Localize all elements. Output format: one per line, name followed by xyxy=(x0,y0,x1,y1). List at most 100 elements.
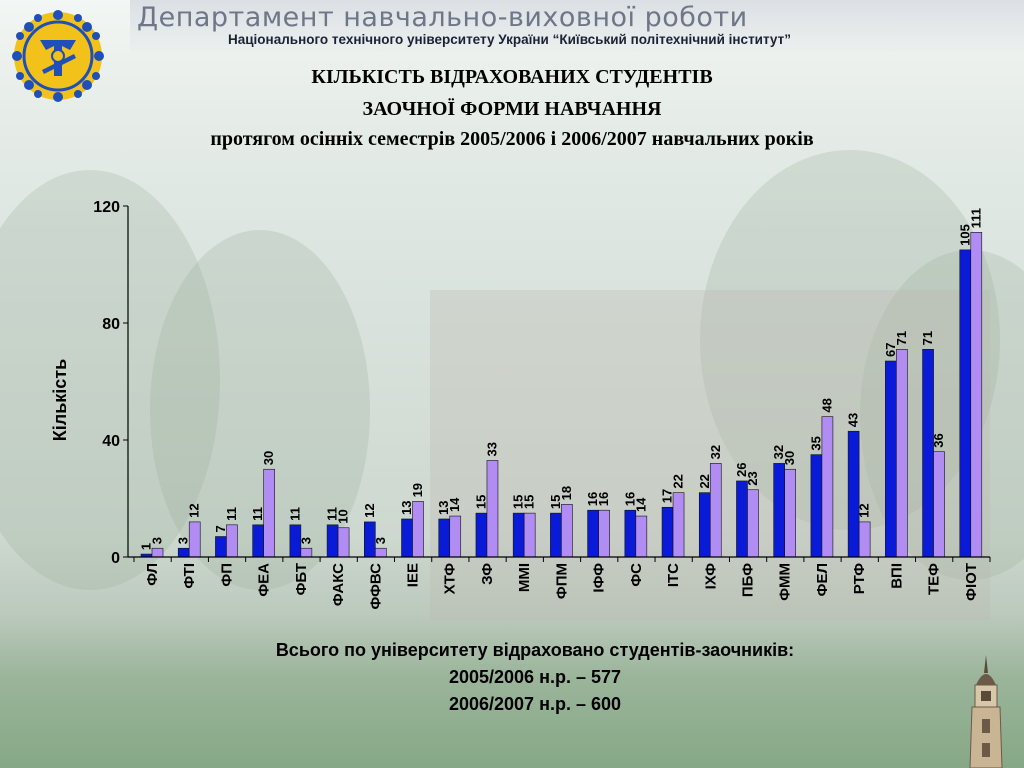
value-label-ФС-s1: 16 xyxy=(622,492,637,506)
y-tick-label-120: 120 xyxy=(93,199,120,216)
value-label-ІФФ-s1: 16 xyxy=(585,492,600,506)
x-tick-label-ІТС: ІТС xyxy=(665,563,682,587)
x-tick-label-ФТІ: ФТІ xyxy=(181,563,198,589)
y-tick-label-40: 40 xyxy=(102,433,120,450)
bar-ММІ-s1 xyxy=(512,512,525,558)
value-label-ФТІ-s1: 3 xyxy=(176,537,191,544)
value-label-ФЕА-s1: 11 xyxy=(250,507,265,521)
bar-ФЕЛ-s1 xyxy=(810,454,823,558)
value-label-ФЛ-s2: 3 xyxy=(150,537,165,544)
value-label-ПБФ-s2: 23 xyxy=(745,471,760,485)
chart-title-line2: ЗАОЧНОЇ ФОРМИ НАВЧАННЯ xyxy=(362,98,662,120)
value-label-ФАКС-s2: 10 xyxy=(336,509,351,523)
bar-ФЕА-s2 xyxy=(263,468,275,558)
bar-ВПІ-s1 xyxy=(885,360,897,558)
x-tick-label-РТФ: РТФ xyxy=(851,563,868,594)
bar-ФММ-s2 xyxy=(784,468,796,558)
bar-ФТІ-s1 xyxy=(177,547,190,558)
value-label-ФП-s2: 11 xyxy=(224,507,239,521)
bar-ФАКС-s1 xyxy=(326,524,339,558)
x-tick-label-ФС: ФС xyxy=(628,563,645,587)
chart-subtitle: протягом осінніх семестрів 2005/2006 і 2… xyxy=(210,128,814,150)
x-tick-label-ІЕЕ: ІЕЕ xyxy=(405,563,422,587)
value-label-ФММ-s2: 30 xyxy=(782,451,797,465)
value-label-ФІОТ-s1: 105 xyxy=(957,224,972,246)
value-label-ФПМ-s1: 15 xyxy=(548,495,563,509)
value-label-ВПІ-s1: 67 xyxy=(883,343,898,357)
x-tick-label-ПБФ: ПБФ xyxy=(739,563,756,597)
university-logo xyxy=(12,10,104,102)
bar-ФТІ-s2 xyxy=(188,521,201,558)
x-tick-label-ФПМ: ФПМ xyxy=(553,563,570,599)
value-label-ЗФ-s2: 33 xyxy=(484,442,499,456)
x-tick-label-ТЕФ: ТЕФ xyxy=(926,563,943,595)
footer-total-2006: 2006/2007 н.р. – 600 xyxy=(448,694,621,714)
bar-ІЕЕ-s1 xyxy=(401,518,413,558)
value-label-ФБТ-s1: 11 xyxy=(287,507,302,521)
value-label-ФЕЛ-s1: 35 xyxy=(808,436,823,450)
value-label-ТЕФ-s1: 71 xyxy=(920,331,935,345)
value-label-ФФВС-s2: 3 xyxy=(373,537,388,544)
value-label-ВПІ-s2: 71 xyxy=(894,331,909,345)
bar-ТЕФ-s2 xyxy=(933,451,945,558)
value-label-ТЕФ-s2: 36 xyxy=(931,433,946,447)
value-label-ММІ-s1: 15 xyxy=(511,495,526,509)
x-tick-label-ФП: ФП xyxy=(218,563,235,587)
tower-icon xyxy=(969,655,1003,768)
x-tick-label-ММІ: ММІ xyxy=(516,563,533,592)
bar-ТЕФ-s1 xyxy=(922,349,934,558)
bar-ММІ-s2 xyxy=(523,512,536,558)
value-label-ФБТ-s2: 3 xyxy=(298,537,313,544)
bar-ФС-s2 xyxy=(635,515,648,558)
x-tick-label-ФЕА: ФЕА xyxy=(256,563,273,597)
value-label-РТФ-s1: 43 xyxy=(846,413,861,427)
bar-ФЛ-s2 xyxy=(151,547,164,558)
bar-ФС-s1 xyxy=(624,509,637,558)
bar-ЗФ-s1 xyxy=(475,512,488,558)
bar-ІФФ-s2 xyxy=(598,509,610,558)
value-label-ІФФ-s2: 16 xyxy=(596,492,611,506)
bar-ФПМ-s2 xyxy=(561,504,573,558)
x-tick-label-ЗФ: ЗФ xyxy=(479,563,496,585)
y-tick-label-0: 0 xyxy=(111,550,120,567)
value-label-ФІОТ-s2: 111 xyxy=(968,208,983,228)
bar-ФІОТ-s1 xyxy=(959,249,972,558)
bar-ФПМ-s1 xyxy=(550,512,562,558)
department-title: Департамент навчально-виховної роботи xyxy=(137,2,748,33)
header-bar xyxy=(130,0,1024,52)
bar-ІФФ-s1 xyxy=(587,509,599,558)
bar-ФЕЛ-s2 xyxy=(821,416,834,558)
bar-ІХФ-s2 xyxy=(709,463,722,558)
footer-total-label: Всього по університету відраховано студе… xyxy=(275,640,795,660)
value-label-ФЛ-s1: 1 xyxy=(139,543,154,550)
y-axis-label: Кількість xyxy=(50,359,70,441)
bar-ПБФ-s1 xyxy=(736,480,748,558)
value-label-ФЕЛ-s2: 48 xyxy=(819,398,834,412)
x-tick-label-ФБТ: ФБТ xyxy=(293,563,310,595)
value-label-ІТС-s2: 22 xyxy=(671,474,686,488)
x-tick-label-ІФФ: ІФФ xyxy=(591,563,608,593)
bar-ФЕА-s1 xyxy=(252,524,264,558)
value-label-ФММ-s1: 32 xyxy=(771,445,786,459)
x-tick-label-ФІОТ: ФІОТ xyxy=(963,563,980,601)
bar-ІХФ-s1 xyxy=(698,492,711,558)
value-label-ФС-s2: 14 xyxy=(633,497,648,512)
bar-ІЕЕ-s2 xyxy=(412,501,424,558)
x-tick-label-ІХФ: ІХФ xyxy=(702,563,719,590)
bar-ФАКС-s2 xyxy=(337,527,350,558)
value-label-ММІ-s2: 15 xyxy=(522,495,537,509)
bar-ІТС-s2 xyxy=(672,492,685,558)
value-label-ПБФ-s1: 26 xyxy=(734,462,749,476)
bar-ФП-s1 xyxy=(215,536,227,558)
bar-ФММ-s1 xyxy=(773,463,785,558)
value-label-РТФ-s2: 12 xyxy=(857,503,872,517)
bar-ІТС-s1 xyxy=(661,506,674,558)
value-label-ІЕЕ-s2: 19 xyxy=(410,483,425,497)
bar-ПБФ-s2 xyxy=(747,489,759,558)
x-tick-label-ХТФ: ХТФ xyxy=(442,563,459,595)
bar-РТФ-s1 xyxy=(847,430,860,558)
value-label-ХТФ-s1: 13 xyxy=(436,501,451,515)
x-tick-label-ФАКС: ФАКС xyxy=(330,563,347,606)
bar-РТФ-s2 xyxy=(858,521,871,558)
